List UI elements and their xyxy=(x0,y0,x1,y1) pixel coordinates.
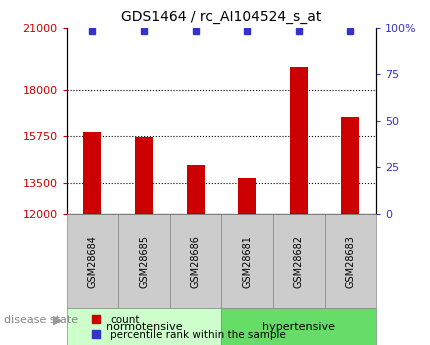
Text: hypertensive: hypertensive xyxy=(262,322,335,332)
Bar xyxy=(83,132,101,214)
Bar xyxy=(341,117,359,214)
Text: GSM28684: GSM28684 xyxy=(87,235,98,287)
Text: GSM28686: GSM28686 xyxy=(190,235,201,287)
Bar xyxy=(273,214,325,308)
Bar xyxy=(221,214,273,308)
Bar xyxy=(187,165,205,214)
Bar xyxy=(290,67,308,214)
Bar xyxy=(118,214,170,308)
Bar xyxy=(221,308,376,345)
Bar xyxy=(170,214,221,308)
Text: GSM28683: GSM28683 xyxy=(345,235,356,287)
Legend: count, percentile rank within the sample: count, percentile rank within the sample xyxy=(91,315,286,340)
Bar xyxy=(238,178,256,214)
Text: GSM28685: GSM28685 xyxy=(139,235,149,288)
Text: normotensive: normotensive xyxy=(106,322,182,332)
Title: GDS1464 / rc_AI104524_s_at: GDS1464 / rc_AI104524_s_at xyxy=(121,10,322,24)
Text: GSM28682: GSM28682 xyxy=(294,235,304,288)
Text: GSM28681: GSM28681 xyxy=(242,235,252,287)
Text: disease state: disease state xyxy=(4,315,78,325)
Bar xyxy=(325,214,376,308)
Bar xyxy=(67,214,118,308)
Text: ▶: ▶ xyxy=(53,313,62,326)
Bar xyxy=(67,308,221,345)
Bar xyxy=(135,137,153,214)
